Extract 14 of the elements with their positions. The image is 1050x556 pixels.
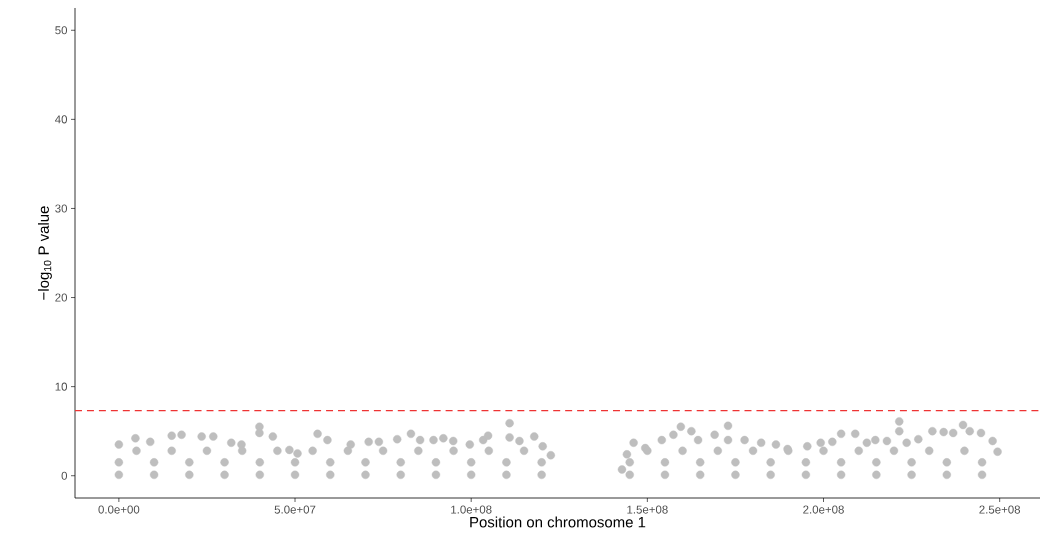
y-tick-label: 10 xyxy=(55,382,68,391)
x-tick-label: 0.0e+00 xyxy=(98,505,140,514)
x-tick-label: 5.0e+07 xyxy=(274,505,316,514)
x-tick-label: 1.0e+08 xyxy=(451,505,492,514)
x-tick-label: 2.0e+08 xyxy=(803,505,844,514)
y-tick-label: 0 xyxy=(61,471,68,480)
y-axis-title: −log$_{10}$ P value xyxy=(37,206,52,300)
x-tick-label: 1.5e+08 xyxy=(627,505,668,514)
y-tick-label: 40 xyxy=(55,115,68,124)
y-tick-label: 50 xyxy=(55,26,68,35)
y-tick-label: 30 xyxy=(55,204,68,213)
x-axis-title: Position on chromosome 1 xyxy=(470,516,646,528)
x-tick-label: 2.5e+08 xyxy=(979,505,1021,514)
y-tick-label: 20 xyxy=(55,293,68,302)
